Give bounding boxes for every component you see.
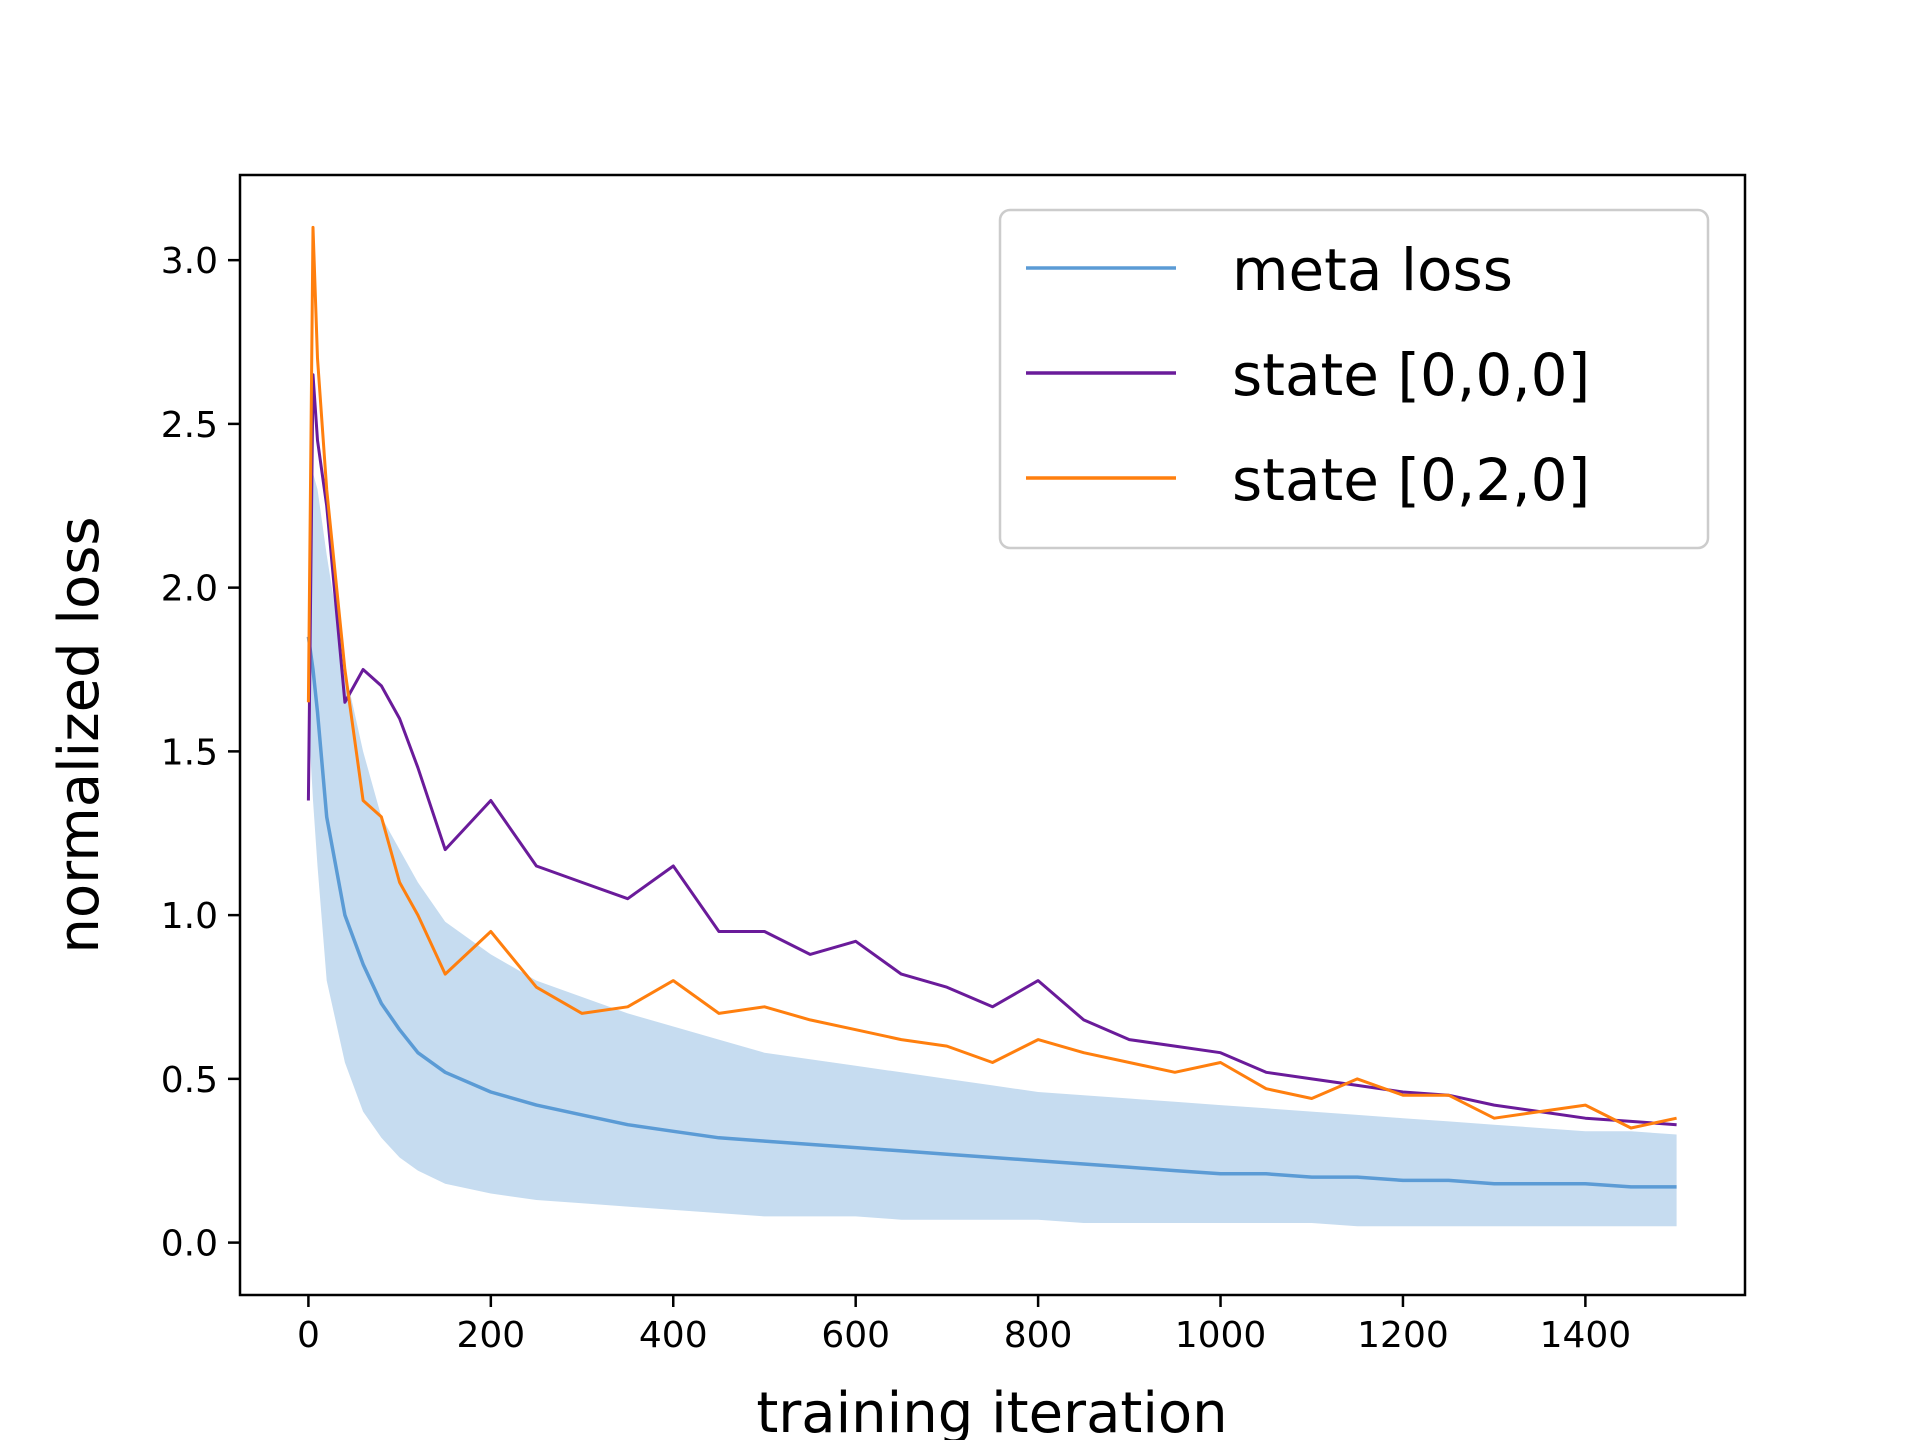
meta-loss-band bbox=[308, 473, 1677, 1227]
series-line-state-0-2-0 bbox=[306, 225, 1677, 1130]
y-tick-label: 2.0 bbox=[161, 569, 218, 610]
axes-frame bbox=[238, 173, 1747, 1297]
x-tick-label: 200 bbox=[456, 1315, 525, 1356]
x-tick-label: 600 bbox=[821, 1315, 890, 1356]
series-line-state-0-0-0 bbox=[306, 373, 1677, 1127]
legend: meta loss state [0,0,0] state [0,2,0] bbox=[998, 208, 1710, 550]
y-tick-label: 0.5 bbox=[161, 1060, 218, 1101]
x-axis-label: training iteration bbox=[756, 1381, 1227, 1440]
x-tick-label: 800 bbox=[1004, 1315, 1073, 1356]
y-tick-label: 1.5 bbox=[161, 732, 218, 773]
legend-label-meta-loss: meta loss bbox=[1232, 236, 1513, 304]
y-tick-label: 0.0 bbox=[161, 1224, 218, 1265]
x-axis-ticks: 0 200 400 600 800 1000 1200 1400 bbox=[297, 1295, 1631, 1356]
x-tick-label: 400 bbox=[639, 1315, 708, 1356]
x-tick-label: 0 bbox=[297, 1315, 320, 1356]
y-tick-label: 3.0 bbox=[161, 241, 218, 282]
plot-area bbox=[306, 225, 1677, 1227]
series-line-meta-loss bbox=[306, 636, 1677, 1189]
y-tick-label: 2.5 bbox=[161, 405, 218, 446]
legend-box bbox=[998, 208, 1710, 550]
x-tick-label: 1400 bbox=[1540, 1315, 1632, 1356]
legend-label-state-020: state [0,2,0] bbox=[1232, 446, 1590, 514]
x-tick-label: 1200 bbox=[1357, 1315, 1449, 1356]
x-tick-label: 1000 bbox=[1175, 1315, 1267, 1356]
y-axis-label: normalized loss bbox=[47, 516, 112, 953]
y-tick-label: 1.0 bbox=[161, 896, 218, 937]
legend-label-state-000: state [0,0,0] bbox=[1232, 341, 1590, 409]
y-axis-ticks: 0.0 0.5 1.0 1.5 2.0 2.5 3.0 bbox=[161, 241, 240, 1265]
